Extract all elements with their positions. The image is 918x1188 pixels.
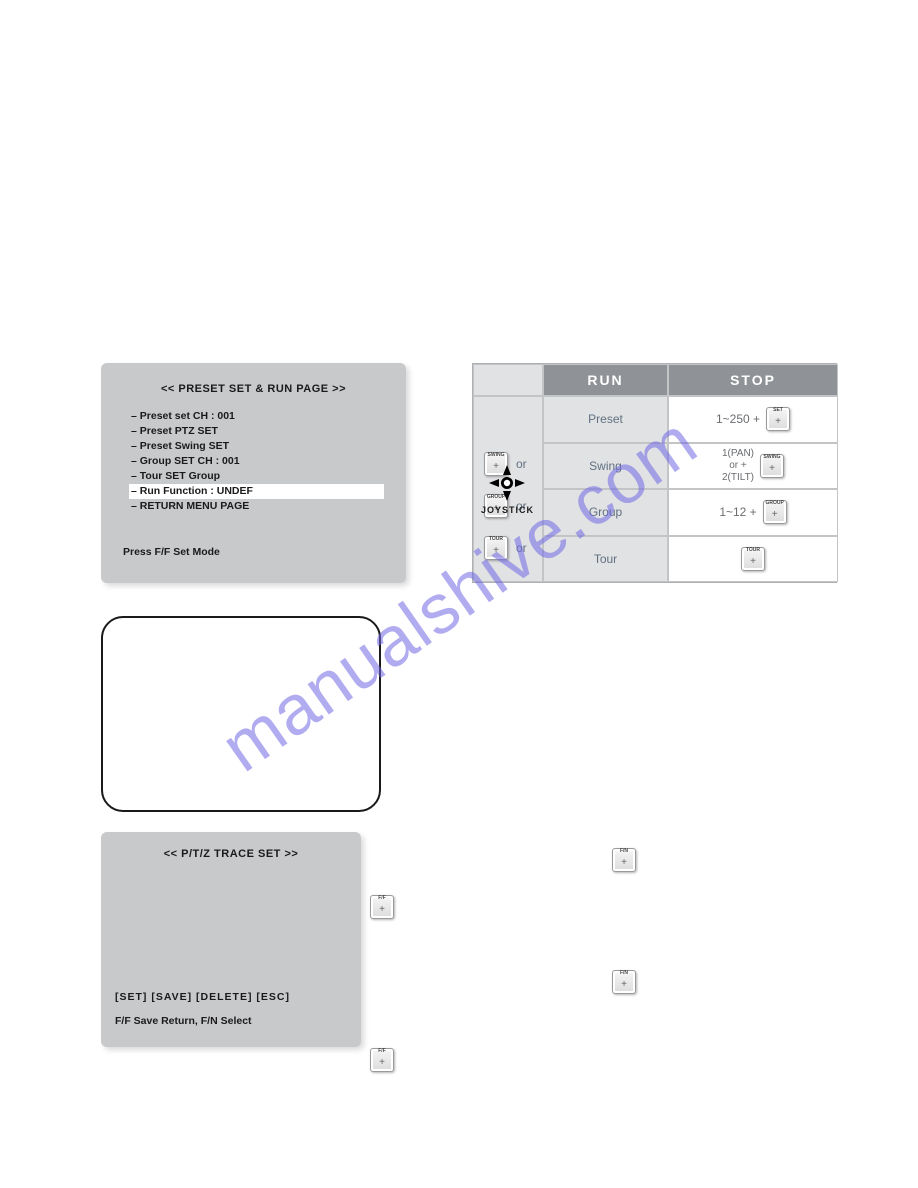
preset-menu-item[interactable]: Preset Swing SET <box>129 439 384 454</box>
preset-menu-list: Preset set CH : 001 Preset PTZ SET Prese… <box>129 409 384 514</box>
table-header-blank <box>473 364 543 396</box>
joystick-icon: JOYSTICK <box>481 463 534 515</box>
row-label-group: Group <box>543 489 668 536</box>
preset-set-run-panel: << PRESET SET & RUN PAGE >> Preset set C… <box>101 363 406 583</box>
run-text: 1~250 + <box>716 412 760 426</box>
preset-menu-item[interactable]: Preset PTZ SET <box>129 424 384 439</box>
preset-panel-footer: Press F/F Set Mode <box>123 546 384 558</box>
run-cell-preset: 1~250 + <box>668 396 838 443</box>
keycap-icon[interactable] <box>612 848 636 872</box>
keycap-icon[interactable] <box>612 970 636 994</box>
run-stop-table: RUN STOP Preset 1~250 + or or or <box>472 363 837 583</box>
preset-panel-title: << PRESET SET & RUN PAGE >> <box>123 383 384 395</box>
row-label-tour: Tour <box>543 536 668 583</box>
preset-menu-item-selected[interactable]: Run Function : UNDEF <box>129 484 384 499</box>
keycap-icon[interactable] <box>370 1048 394 1072</box>
or-label: or <box>516 541 527 555</box>
trace-buttons-row[interactable]: [SET] [SAVE] [DELETE] [ESC] <box>115 991 290 1003</box>
keycap-icon[interactable] <box>766 407 790 431</box>
table-header-run: RUN <box>543 364 668 396</box>
keycap-icon[interactable] <box>760 454 784 478</box>
run-cell-group: 1~12 + <box>668 489 838 536</box>
row-label-preset: Preset <box>543 396 668 443</box>
joystick-label: JOYSTICK <box>481 505 534 515</box>
keycap-icon[interactable] <box>741 547 765 571</box>
trace-panel-footer: F/F Save Return, F/N Select <box>115 1015 252 1027</box>
row-label-swing: Swing <box>543 443 668 490</box>
preset-menu-item[interactable]: Group SET CH : 001 <box>129 454 384 469</box>
preset-menu-item[interactable]: Preset set CH : 001 <box>129 409 384 424</box>
stop-column: or or or JOYSTICK <box>473 396 543 582</box>
run-cell-swing: 1(PAN) or + 2(TILT) <box>668 443 838 490</box>
table-header-stop: STOP <box>668 364 838 396</box>
keycap-icon[interactable] <box>370 895 394 919</box>
keycap-icon[interactable] <box>763 500 787 524</box>
run-text: 1~12 + <box>719 505 756 519</box>
empty-rounded-box <box>101 616 381 812</box>
trace-panel-title: << P/T/Z TRACE SET >> <box>117 848 345 860</box>
stop-entry: or <box>484 536 527 560</box>
swing-multiline: 1(PAN) or + 2(TILT) <box>722 448 754 484</box>
ptz-trace-set-panel: << P/T/Z TRACE SET >> [SET] [SAVE] [DELE… <box>101 832 361 1047</box>
preset-menu-item[interactable]: RETURN MENU PAGE <box>129 499 384 514</box>
preset-menu-item[interactable]: Tour SET Group <box>129 469 384 484</box>
keycap-icon[interactable] <box>484 536 508 560</box>
run-cell-tour <box>668 536 838 583</box>
